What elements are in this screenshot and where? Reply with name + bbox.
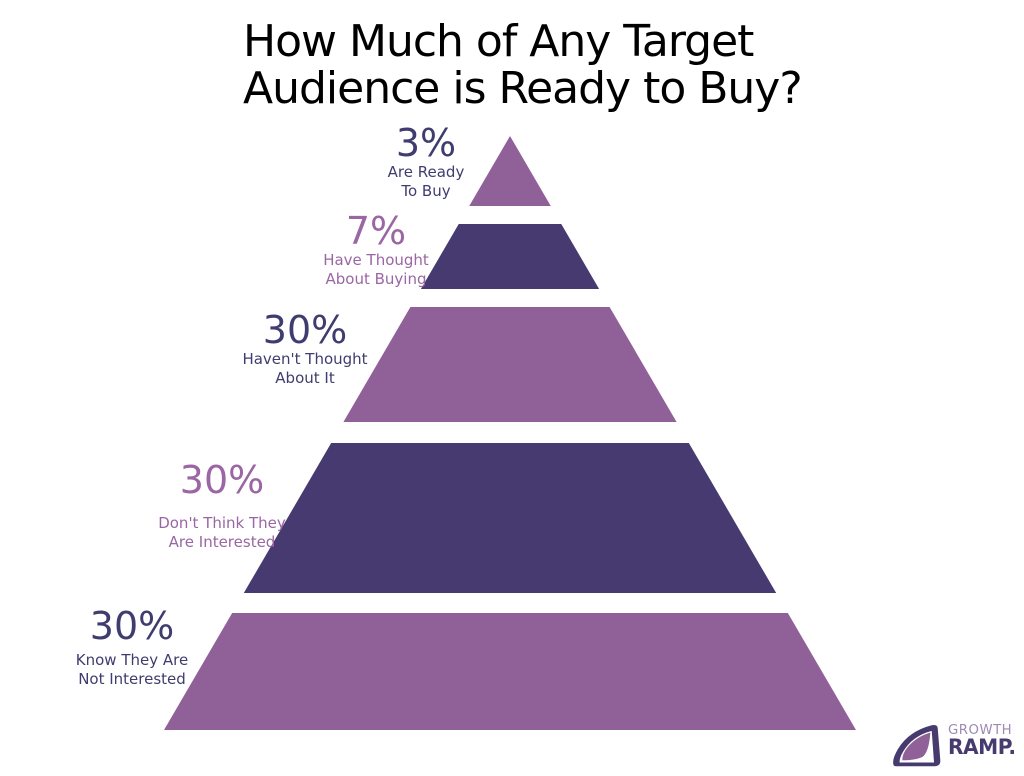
tier-description: Know They Are Not Interested	[12, 651, 252, 689]
growth-ramp-wordmark: GROWTH RAMP.	[948, 724, 1018, 758]
tier-label-4: 30% Don't Think They Are Interested	[102, 460, 342, 552]
pyramid-tier-band-2	[420, 224, 600, 289]
pyramid-tier-band-3	[343, 307, 677, 422]
tier-description: Have Thought About Buying	[256, 251, 496, 289]
tier-description: Don't Think They Are Interested	[102, 514, 342, 552]
pyramid-tier-band-4	[243, 443, 777, 593]
tier-description-line: To Buy	[401, 182, 451, 200]
tier-percent-value: 30%	[89, 604, 175, 648]
tier-description-line: About It	[275, 369, 335, 387]
tier-description-line: Are Interested	[168, 533, 276, 551]
tier-percent-value: 30%	[179, 458, 265, 502]
tier-description: Haven't Thought About It	[185, 350, 425, 388]
chart-title-line2: Audience is Ready to Buy?	[243, 63, 803, 114]
pyramid-tier-band-5	[164, 613, 856, 730]
tier-description-line: Are Ready	[387, 163, 465, 181]
tier-description: Are Ready To Buy	[306, 163, 546, 201]
tier-description-line: Have Thought	[323, 251, 429, 269]
pyramid-tier-band-1	[469, 136, 551, 206]
tier-percent-value: 3%	[395, 121, 457, 165]
tier-percent-value: 30%	[262, 308, 348, 352]
tier-label-1: 3% Are Ready To Buy	[306, 123, 546, 201]
tier-label-3: 30% Haven't Thought About It	[185, 310, 425, 388]
tier-description-line: Not Interested	[78, 670, 186, 688]
chart-title: How Much of Any Target Audience is Ready…	[243, 16, 803, 114]
tier-description-line: About Buying	[325, 270, 427, 288]
tier-description-line: Don't Think They	[158, 514, 286, 532]
logo-text-growth: GROWTH	[948, 723, 1013, 738]
logo-text-ramp: RAMP.	[948, 735, 1016, 759]
growth-ramp-logo: GROWTH RAMP.	[888, 722, 1018, 770]
tier-description-line: Haven't Thought	[242, 350, 368, 368]
growth-ramp-ramp-icon	[893, 724, 941, 767]
tier-percent-value: 7%	[345, 209, 407, 253]
tier-label-2: 7% Have Thought About Buying	[256, 211, 496, 289]
tier-label-5: 30% Know They Are Not Interested	[12, 606, 252, 689]
chart-title-line1: How Much of Any Target	[243, 16, 754, 67]
tier-description-line: Know They Are	[75, 651, 189, 669]
